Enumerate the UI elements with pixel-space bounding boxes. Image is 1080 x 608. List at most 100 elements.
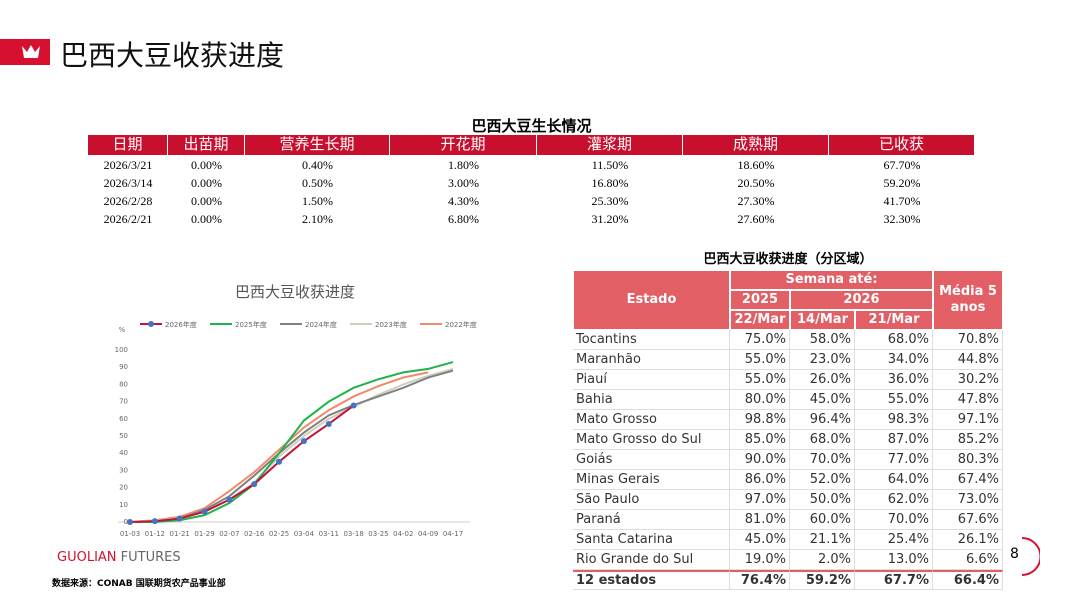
table1-cell: 0.50% xyxy=(302,176,333,190)
table2-cell: 13.0% xyxy=(855,550,933,570)
page-number: 8 xyxy=(1010,546,1019,562)
table2-cell: 23.0% xyxy=(790,350,855,370)
table1-cell: 27.30% xyxy=(737,194,775,208)
table2-header-cell: 21/Mar xyxy=(855,310,933,330)
table1-header-cell: 已收获 xyxy=(829,135,975,155)
point-marker xyxy=(350,402,357,409)
y-tick-label: 100 xyxy=(115,346,128,354)
y-axis-label: % xyxy=(119,326,126,334)
table2-cell: 73.0% xyxy=(933,490,1003,510)
table1-cell: 1.50% xyxy=(302,194,333,208)
legend-label: 2024年度 xyxy=(305,320,337,329)
table2-cell: 26.0% xyxy=(790,370,855,390)
table1: 日期 出苗期 营养生长期 开花期 灌浆期 成熟期 已收获 2026/3/21 0.00% 0.40… xyxy=(88,135,975,230)
x-tick-label: 03-11 xyxy=(319,530,339,538)
table1-cell: 20.50% xyxy=(737,176,775,190)
y-tick-label: 30 xyxy=(119,466,128,474)
table2-cell: 60.0% xyxy=(790,510,855,530)
header-badge xyxy=(0,39,50,65)
table1-cell: 0.00% xyxy=(191,176,222,190)
table2-cell: 2.0% xyxy=(790,550,855,570)
table2-cell: 76.4% xyxy=(730,570,790,590)
table2-cell: 55.0% xyxy=(855,390,933,410)
table2-cell: 55.0% xyxy=(730,370,790,390)
y-tick-label: 60 xyxy=(119,415,128,423)
table2-cell: 70.0% xyxy=(855,510,933,530)
table2-cell: 34.0% xyxy=(855,350,933,370)
table2-cell: 81.0% xyxy=(730,510,790,530)
table1-cell: 27.60% xyxy=(737,212,775,226)
table1-cell: 31.20% xyxy=(591,212,629,226)
table1-cell: 1.80% xyxy=(448,158,479,172)
table2-header-cell: 14/Mar xyxy=(790,310,855,330)
table2-cell: 66.4% xyxy=(933,570,1003,590)
table2-cell: Mato Grosso do Sul xyxy=(573,430,730,450)
table1-cell: 4.30% xyxy=(448,194,479,208)
y-tick-label: 70 xyxy=(119,398,128,406)
table2-cell: Maranhão xyxy=(573,350,730,370)
x-tick-label: 02-25 xyxy=(269,530,289,538)
point-marker xyxy=(276,458,283,465)
table1-cell: 0.00% xyxy=(191,212,222,226)
table2-cell: 30.2% xyxy=(933,370,1003,390)
y-tick-label: 10 xyxy=(119,501,128,509)
table2-cell: 45.0% xyxy=(790,390,855,410)
table2-cell: Piauí xyxy=(573,370,730,390)
table1-cell: 2026/3/21 xyxy=(103,158,153,172)
table2-cell: Minas Gerais xyxy=(573,470,730,490)
table1-cell: 18.60% xyxy=(737,158,775,172)
table1-header-cell: 出苗期 xyxy=(168,135,245,155)
x-tick-label: 01-29 xyxy=(194,530,214,538)
page-title: 巴西大豆收获进度 xyxy=(60,39,285,72)
table2-cell: 85.2% xyxy=(933,430,1003,450)
y-tick-label: 50 xyxy=(119,432,128,440)
source: 数据来源：CONAB 国联期货农产品事业部 xyxy=(52,579,226,589)
point-marker xyxy=(127,519,133,525)
table2-cell: 25.4% xyxy=(855,530,933,550)
table1-header-cell: 成熟期 xyxy=(683,135,829,155)
table2-header-cell: Estado xyxy=(573,270,730,330)
y-tick-label: 0 xyxy=(124,518,128,526)
table2-header-cell: Média 5 anos xyxy=(933,270,1003,330)
legend-label: 2026年度 xyxy=(165,320,197,329)
table2-cell: 87.0% xyxy=(855,430,933,450)
table2-cell: 26.1% xyxy=(933,530,1003,550)
x-tick-label: 04-17 xyxy=(443,530,463,538)
table2-cell: 19.0% xyxy=(730,550,790,570)
x-tick-label: 03-04 xyxy=(294,530,315,538)
table2-header-cell: Semana até: xyxy=(730,270,933,290)
table1-header-cell: 灌浆期 xyxy=(537,135,683,155)
table2-cell: Santa Catarina xyxy=(573,530,730,550)
table2-cell: 55.0% xyxy=(730,350,790,370)
crown-icon xyxy=(22,45,40,58)
table1-header-cell: 开花期 xyxy=(390,135,537,155)
point-marker xyxy=(176,515,183,522)
series-line xyxy=(129,367,454,523)
x-tick-label: 02-16 xyxy=(244,530,265,538)
legend-label: 2025年度 xyxy=(235,320,267,329)
point-marker xyxy=(226,496,233,503)
brand-part: FUTURES xyxy=(120,550,181,565)
table2-cell: 85.0% xyxy=(730,430,790,450)
table2-cell: 97.0% xyxy=(730,490,790,510)
table1-header-cell: 日期 xyxy=(88,135,168,155)
table2-cell: 96.4% xyxy=(790,410,855,430)
table2-cell: 67.7% xyxy=(855,570,933,590)
series-line xyxy=(130,361,454,523)
table2-cell: 97.1% xyxy=(933,410,1003,430)
table2-header-cell: 22/Mar xyxy=(730,310,790,330)
table2-cell: 62.0% xyxy=(855,490,933,510)
point-marker xyxy=(151,518,158,525)
table2-cell: 58.0% xyxy=(790,330,855,350)
x-tick-label: 03-18 xyxy=(343,530,363,538)
table2-cell: 68.0% xyxy=(855,330,933,350)
legend-label: 2022年度 xyxy=(445,320,477,329)
table2-cell: 86.0% xyxy=(730,470,790,490)
table2-cell: 75.0% xyxy=(730,330,790,350)
table2-cell: 44.8% xyxy=(933,350,1003,370)
table2-cell: Mato Grosso xyxy=(573,410,730,430)
table2-cell: 98.8% xyxy=(730,410,790,430)
table1-cell: 32.30% xyxy=(883,212,921,226)
table2-cell: 70.0% xyxy=(790,450,855,470)
